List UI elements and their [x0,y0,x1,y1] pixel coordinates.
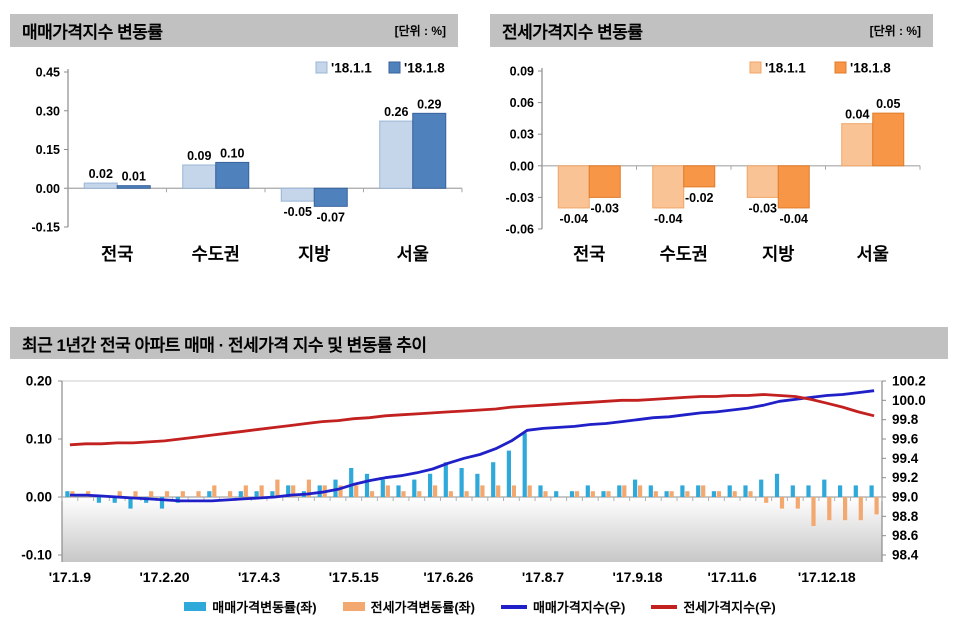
svg-text:98.4: 98.4 [892,548,919,563]
svg-text:-0.05: -0.05 [284,205,313,219]
svg-text:0.30: 0.30 [36,104,60,118]
svg-text:0.04: 0.04 [845,108,869,122]
legend-label: 매매가격변동률(좌) [212,600,317,615]
svg-text:서울: 서울 [397,244,429,264]
svg-text:-0.03: -0.03 [591,201,620,215]
svg-text:수도권: 수도권 [192,244,240,264]
svg-text:0.05: 0.05 [876,97,900,111]
svg-text:'17.5.15: '17.5.15 [329,569,379,585]
svg-text:0.03: 0.03 [510,128,534,142]
jeonse-index-line-swatch-icon [651,604,678,609]
svg-text:-0.10: -0.10 [21,548,52,563]
svg-text:'18.1.1: '18.1.1 [765,61,806,76]
trend-chart-legend: 매매가격변동률(좌) 전세가격변동률(좌) 매매가격지수(우) 전세가격지수(우… [0,597,960,616]
svg-text:-0.07: -0.07 [317,210,346,224]
sales-change-chart-header: 매매가격지수 변동률 [단위 : %] [10,14,458,47]
svg-text:지방: 지방 [298,244,330,264]
sales-change-unit-label: [단위 : %] [394,24,446,38]
jeonse-change-chart-panel: 전세가격지수 변동률 [단위 : %] 0.09 0.06 0.03 0.00 -0.0… [490,14,933,280]
sales-change-bar-swatch-icon [184,602,207,611]
svg-text:0.09: 0.09 [510,65,534,79]
svg-text:전국: 전국 [573,244,605,264]
svg-text:'17.11.6: '17.11.6 [708,569,757,585]
sales-change-chart-title: 매매가격지수 변동률 [22,23,163,42]
legend-item-jeonse-index: 전세가격지수(우) [651,597,776,616]
legend-label: 전세가격지수(우) [683,600,776,615]
svg-text:0.29: 0.29 [417,97,441,111]
svg-text:'17.1.9: '17.1.9 [49,569,91,585]
sales-change-chart-panel: 매매가격지수 변동률 [단위 : %] 0.45 0.30 0.15 0.00 -0.1… [10,14,463,280]
svg-text:'18.1.1: '18.1.1 [331,61,372,76]
jeonse-change-chart-header: 전세가격지수 변동률 [단위 : %] [490,14,933,47]
svg-text:99.6: 99.6 [892,432,919,447]
svg-text:100.0: 100.0 [892,393,926,408]
legend-item-sales-change: 매매가격변동률(좌) [184,597,317,616]
svg-text:'17.9.18: '17.9.18 [613,569,663,585]
svg-text:-0.02: -0.02 [685,191,714,205]
legend-label: 전세가격변동률(좌) [370,600,475,615]
svg-text:0.09: 0.09 [187,149,211,163]
svg-text:-0.04: -0.04 [780,212,809,226]
legend-item-sales-index: 매매가격지수(우) [500,597,626,616]
svg-text:0.06: 0.06 [510,96,534,110]
svg-text:0.00: 0.00 [510,159,534,173]
svg-text:'18.1.8: '18.1.8 [404,61,445,76]
svg-text:'17.4.3: '17.4.3 [238,569,280,585]
svg-text:-0.15: -0.15 [32,221,61,235]
svg-text:수도권: 수도권 [660,244,708,264]
svg-text:98.6: 98.6 [892,528,919,543]
svg-text:전국: 전국 [101,244,133,264]
svg-text:0.15: 0.15 [36,143,60,157]
svg-text:99.4: 99.4 [892,451,919,466]
svg-text:0.01: 0.01 [122,170,146,184]
trend-chart-title: 최근 1년간 전국 아파트 매매 · 전세가격 지수 및 변동률 추이 [22,335,427,355]
svg-text:-0.03: -0.03 [506,191,535,205]
svg-text:0.45: 0.45 [36,66,60,80]
svg-text:100.2: 100.2 [892,374,926,389]
svg-text:0.10: 0.10 [220,146,244,160]
trend-chart-header: 최근 1년간 전국 아파트 매매 · 전세가격 지수 및 변동률 추이 [10,327,948,359]
svg-text:99.8: 99.8 [892,412,919,427]
svg-text:-0.04: -0.04 [654,212,683,226]
svg-text:-0.06: -0.06 [506,223,535,237]
svg-text:99.2: 99.2 [892,470,918,485]
svg-text:지방: 지방 [762,244,794,264]
svg-text:'17.12.18: '17.12.18 [798,569,856,585]
svg-text:98.8: 98.8 [892,509,919,524]
svg-text:'18.1.8: '18.1.8 [850,61,891,76]
svg-text:-0.03: -0.03 [749,201,778,215]
sales-change-bar-chart: 0.45 0.30 0.15 0.00 -0.15 0.02 0.01 전국 0.09 0.10 수… [32,61,463,264]
sales-index-line-swatch-icon [500,604,527,609]
jeonse-change-unit-label: [단위 : %] [869,24,921,38]
legend-item-jeonse-change: 전세가격변동률(좌) [342,597,475,616]
svg-text:0.00: 0.00 [36,182,60,196]
svg-text:서울: 서울 [857,244,889,264]
svg-text:0.10: 0.10 [26,432,52,447]
svg-text:-0.04: -0.04 [560,212,589,226]
trend-combo-chart: 0.20 0.10 0.00 -0.10 100.2 100.0 99.8 99.6 99.4 9… [21,374,926,586]
svg-text:0.00: 0.00 [26,490,52,505]
svg-text:99.0: 99.0 [892,490,918,505]
svg-text:0.26: 0.26 [384,105,408,119]
legend-label: 매매가격지수(우) [532,600,626,615]
svg-text:'17.2.20: '17.2.20 [139,569,189,585]
jeonse-change-chart-title: 전세가격지수 변동률 [502,23,643,42]
svg-text:'17.8.7: '17.8.7 [522,569,564,585]
jeonse-change-bar-chart: 0.090.060.030.00-0.03-0.06-0.04-0.03전국-0… [506,61,921,264]
jeonse-change-bar-swatch-icon [342,602,365,611]
svg-text:'17.6.26: '17.6.26 [423,569,473,585]
svg-text:0.02: 0.02 [89,167,113,181]
svg-text:0.20: 0.20 [26,374,52,389]
